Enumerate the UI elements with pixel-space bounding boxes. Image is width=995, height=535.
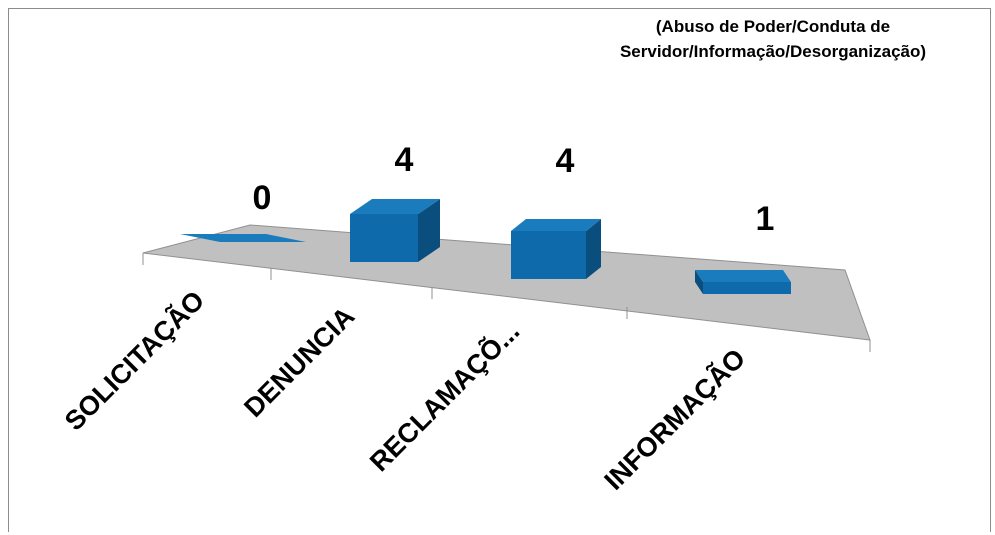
- bar: [511, 219, 601, 279]
- bar: [350, 199, 440, 262]
- bar: [695, 270, 791, 294]
- bar: [180, 234, 306, 242]
- bar-front: [703, 282, 791, 294]
- bar-side: [586, 219, 601, 279]
- bar-side: [418, 199, 440, 262]
- bar-top: [695, 270, 791, 282]
- category-label: RECLAMAÇÕ...: [363, 315, 525, 477]
- chart-note: (Abuso de Poder/Conduta de Servidor/Info…: [619, 17, 927, 61]
- data-label: 4: [556, 142, 575, 180]
- category-label: SOLICITAÇÃO: [58, 284, 210, 436]
- bar-top: [180, 234, 306, 242]
- bar-front: [511, 231, 586, 279]
- category-label: INFORMAÇÃO: [598, 342, 751, 495]
- bar-side: [695, 270, 703, 294]
- data-label: 1: [756, 200, 775, 238]
- bar-front: [350, 214, 418, 262]
- category-label: DENUNCIA: [238, 301, 360, 423]
- bar-top: [350, 199, 440, 214]
- data-label: 4: [395, 141, 414, 179]
- data-label: 0: [253, 179, 272, 217]
- chart-frame: [8, 8, 991, 532]
- bar-top: [511, 219, 601, 231]
